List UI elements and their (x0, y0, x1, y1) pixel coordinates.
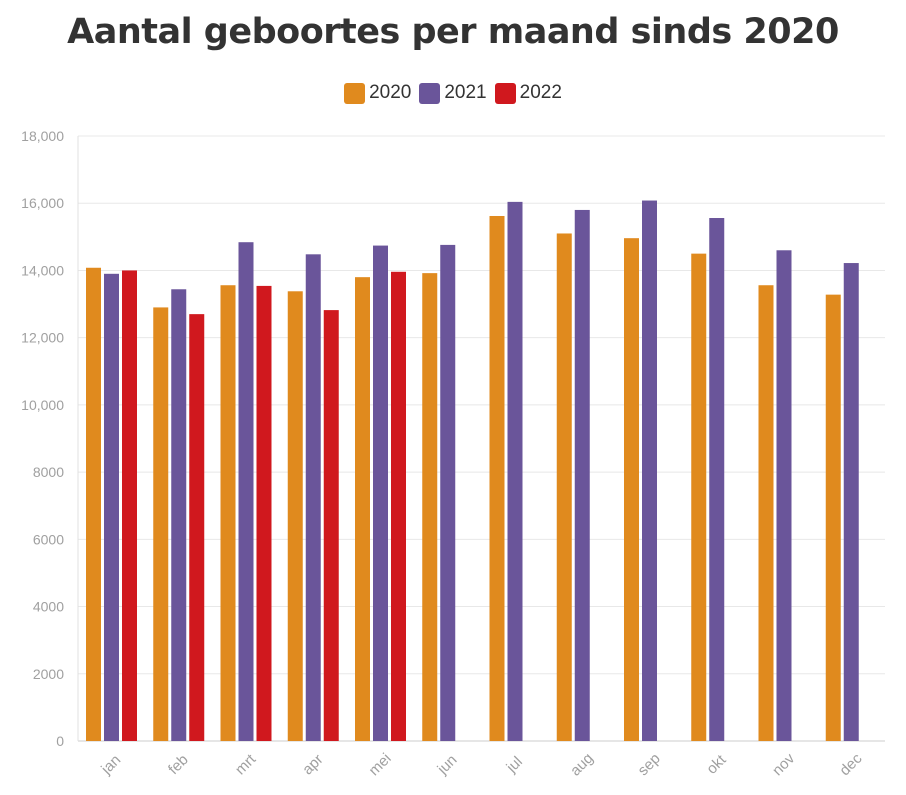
y-tick-label: 10,000 (21, 397, 64, 413)
bar-2021-nov (776, 250, 792, 741)
legend-item-2020[interactable]: 2020 (344, 82, 411, 104)
x-tick-label: apr (299, 751, 326, 778)
y-tick-label: 0 (56, 733, 64, 749)
legend-label: 2021 (444, 82, 487, 103)
legend-swatch (344, 82, 366, 104)
x-tick-label: sep (635, 750, 664, 779)
bar-2020-nov (758, 285, 774, 741)
bar-2022-mrt (256, 285, 272, 741)
bar-2021-sep (642, 200, 657, 742)
bar-2020-sep (624, 238, 639, 741)
x-tick-label: feb (165, 751, 192, 778)
bar-2021-mrt (238, 242, 254, 741)
legend: 2020 2021 2022 (0, 82, 906, 104)
legend-item-2022[interactable]: 2022 (494, 82, 562, 104)
x-tick-label: aug (567, 750, 597, 780)
legend-item-2021[interactable]: 2021 (419, 82, 487, 104)
bar-2021-feb (171, 289, 187, 741)
bar-2020-mei (355, 277, 370, 741)
bar-2020-jan (86, 267, 101, 741)
bar-2020-jun (422, 273, 438, 741)
y-tick-label: 6000 (33, 531, 64, 547)
x-tick-label: jul (503, 753, 526, 776)
bar-2022-jan (122, 270, 137, 741)
bar-2022-mei (391, 271, 406, 741)
x-tick-label: jan (97, 752, 124, 779)
x-tick-label: dec (836, 750, 865, 779)
bar-2020-feb (153, 307, 169, 741)
bar-2021-okt (709, 218, 725, 741)
y-tick-label: 2000 (33, 666, 64, 682)
y-tick-label: 16,000 (21, 195, 64, 211)
legend-label: 2022 (519, 82, 562, 103)
bar-2020-okt (691, 253, 707, 741)
legend-swatch (494, 82, 516, 104)
bar-2021-jan (104, 273, 119, 741)
y-tick-label: 4000 (33, 599, 64, 615)
chart-title: Aantal geboortes per maand sinds 2020 (67, 12, 839, 52)
bar-2020-dec (825, 294, 841, 741)
bar-2021-dec (843, 263, 859, 741)
legend-label: 2020 (369, 82, 412, 103)
bar-2020-aug (556, 233, 572, 741)
x-tick-label: nov (769, 750, 798, 779)
x-tick-label: mrt (232, 750, 260, 778)
legend-swatch (419, 82, 441, 104)
x-tick-label: mei (366, 750, 395, 779)
y-tick-label: 14,000 (21, 262, 64, 278)
bar-2022-apr (323, 310, 339, 741)
bar-2020-apr (287, 291, 303, 741)
y-tick-label: 12,000 (21, 330, 64, 346)
x-tick-label: jun (434, 752, 461, 779)
bar-2020-jul (489, 215, 505, 741)
bar-2022-feb (189, 314, 205, 741)
x-tick-label: okt (703, 751, 730, 778)
bar-2021-jul (507, 201, 523, 741)
bar-2021-jun (440, 244, 456, 741)
bar-2021-mei (373, 245, 388, 742)
y-tick-label: 8000 (33, 464, 64, 480)
bar-2021-aug (574, 209, 590, 741)
bar-2020-mrt (220, 285, 236, 741)
bar-2021-apr (305, 254, 321, 742)
y-tick-label: 18,000 (21, 128, 64, 144)
